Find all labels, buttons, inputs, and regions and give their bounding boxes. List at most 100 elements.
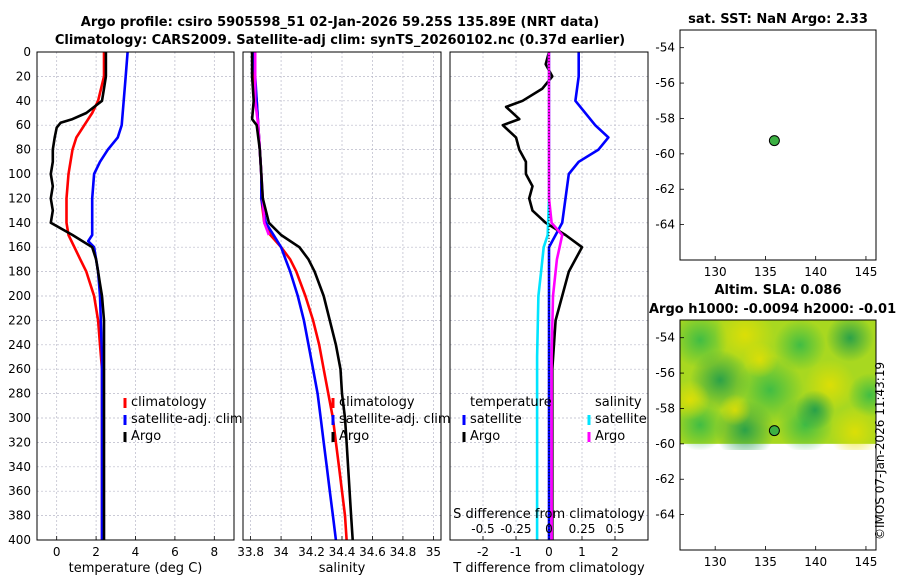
temperature-xtick-label: 0 — [53, 545, 61, 559]
diff-legend-temperature-heading: temperature — [470, 395, 552, 410]
sla-map-xtick-label: 140 — [804, 555, 827, 569]
salinity-legend-label: Argo — [339, 429, 369, 444]
sst-map-xtick-label: 140 — [804, 265, 827, 279]
differences-series-t-satellite — [547, 52, 610, 540]
temperature-legend-label: climatology — [131, 395, 207, 410]
diff-legend-s-label: satellite — [595, 412, 647, 427]
sla-heatmap-cell — [826, 320, 874, 362]
temperature-xtick-label: 6 — [171, 545, 179, 559]
sst-map-ytick-label: -64 — [655, 218, 675, 232]
differences-top-xlabel: S difference from climatology — [453, 507, 645, 522]
depth-tick-label: 320 — [8, 435, 31, 449]
depth-tick-label: 180 — [8, 265, 31, 279]
differences-xtick-label: 1 — [578, 545, 586, 559]
differences-top-xtick-label: -0.5 — [471, 522, 494, 536]
depth-tick-label: 100 — [8, 167, 31, 181]
sla-map-xtick-label: 145 — [854, 555, 877, 569]
sla-heatmap-cell — [795, 390, 835, 430]
sla-map-ytick-label: -64 — [655, 508, 675, 522]
sst-map-argo-float-marker — [768, 135, 780, 147]
sst-map-ytick-label: -54 — [655, 41, 675, 55]
sla-map-title-line-1: Altim. SLA: 0.086 — [715, 283, 842, 298]
depth-tick-label: 120 — [8, 191, 31, 205]
depth-tick-label: 220 — [8, 313, 31, 327]
depth-tick-label: 0 — [23, 45, 31, 59]
temperature-series-satellite-adj-clim — [86, 51, 129, 540]
temperature-xtick-label: 4 — [132, 545, 140, 559]
temperature-series-argo — [49, 52, 108, 540]
differences-top-xtick-label: 0.5 — [605, 522, 624, 536]
sla-map-argo-float-marker — [768, 425, 780, 437]
salinity-xtick-label: 34.8 — [390, 545, 417, 559]
salinity-frame — [242, 51, 442, 541]
sst-map-xtick-label: 130 — [704, 265, 727, 279]
temperature-legend-label: satellite-adj. clim — [131, 412, 243, 427]
temperature-xtick-label: 2 — [92, 545, 100, 559]
temperature-frame — [36, 51, 235, 541]
depth-tick-label: 380 — [8, 509, 31, 523]
depth-tick-label: 280 — [8, 387, 31, 401]
salinity-xtick-label: 34 — [273, 545, 288, 559]
sst-map-frame — [679, 29, 877, 261]
salinity-xtick-label: 34.2 — [298, 545, 325, 559]
sla-heatmap-cell — [829, 406, 876, 450]
depth-tick-label: 360 — [8, 484, 31, 498]
differences-xtick-label: 2 — [611, 545, 619, 559]
temperature-panel: 0 2 4 6 8 temperature (deg C) — [36, 51, 235, 576]
differences-series-t-argo — [501, 51, 584, 540]
imos-watermark: ©IMOS 07-Jan-2026 11:43:19 — [873, 361, 887, 540]
sla-map-frame — [679, 319, 877, 551]
salinity-xtick-label: 35 — [426, 545, 441, 559]
sla-map-ytick-label: -56 — [655, 366, 675, 380]
salinity-xtick-label: 34.4 — [329, 545, 356, 559]
sla-map-ytick-label: -62 — [655, 472, 675, 486]
salinity-legend-label: climatology — [339, 395, 415, 410]
differences-top-xtick-label: 0 — [545, 522, 553, 536]
differences-xtick-label: -1 — [510, 545, 522, 559]
sla-map-xtick-label: 130 — [704, 555, 727, 569]
depth-tick-label: 140 — [8, 216, 31, 230]
diff-legend-salinity-heading: salinity — [595, 395, 642, 410]
depth-tick-label: 160 — [8, 240, 31, 254]
depth-tick-label: 260 — [8, 362, 31, 376]
depth-tick-label: 400 — [8, 533, 31, 547]
chart-title-line-2: Climatology: CARS2009. Satellite-adj cli… — [54, 33, 626, 48]
sst-map-ytick-label: -62 — [655, 182, 675, 196]
sla-map-title-line-2: Argo h1000: -0.0094 h2000: -0.01 — [649, 302, 896, 317]
sst-map-ytick-label: -56 — [655, 76, 675, 90]
sst-map-xtick-label: 135 — [754, 265, 777, 279]
sla-map-panel: 130 135 140 145 -54 -56 -58 -60 -62 -64 — [655, 319, 877, 569]
sst-map-plot-area — [680, 30, 876, 260]
sla-heatmap-cell — [774, 320, 826, 371]
differences-xtick-label: -2 — [477, 545, 489, 559]
temperature-xlabel: temperature (deg C) — [69, 561, 203, 576]
sla-map-ytick-label: -58 — [655, 401, 675, 415]
sla-heatmap — [680, 320, 876, 450]
diff-legend-t-label: satellite — [470, 412, 522, 427]
depth-tick-label: 40 — [16, 94, 31, 108]
diff-legend-s-label: Argo — [595, 429, 625, 444]
differences-top-xtick-label: -0.25 — [500, 522, 531, 536]
depth-tick-label: 240 — [8, 338, 31, 352]
sst-map-ytick-label: -58 — [655, 111, 675, 125]
salinity-xtick-label: 33.8 — [237, 545, 264, 559]
salinity-xtick-label: 34.6 — [359, 545, 386, 559]
sla-heatmap-cell — [680, 380, 710, 420]
salinity-series-argo — [250, 52, 354, 541]
temperature-xtick-label: 8 — [210, 545, 218, 559]
sla-map-ytick-label: -60 — [655, 437, 675, 451]
depth-tick-label: 300 — [8, 411, 31, 425]
sst-map-panel: 130 135 140 145 -54 -56 -58 -60 -62 -64 — [655, 29, 877, 279]
salinity-xlabel: salinity — [319, 561, 366, 576]
sla-map-ytick-label: -54 — [655, 331, 675, 345]
sst-map-ytick-label: -60 — [655, 147, 675, 161]
sla-heatmap-cell — [848, 373, 876, 417]
sla-heatmap-cell — [742, 342, 778, 378]
sst-map-xtick-label: 145 — [854, 265, 877, 279]
sla-heatmap-cell — [719, 394, 751, 426]
differences-top-xtick-label: 0.25 — [569, 522, 596, 536]
differences-xlabel: T difference from climatology — [452, 561, 645, 576]
salinity-legend-label: satellite-adj. clim — [339, 412, 451, 427]
depth-tick-label: 340 — [8, 460, 31, 474]
diff-legend-t-label: Argo — [470, 429, 500, 444]
